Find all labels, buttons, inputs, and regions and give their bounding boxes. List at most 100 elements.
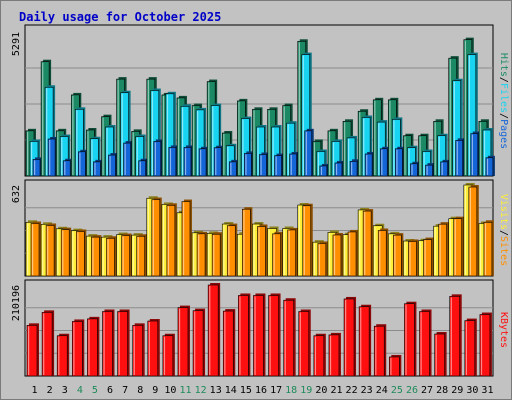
bar-sites-day-17-highlight [273,234,275,275]
bar-files-day-9-highlight [151,91,153,175]
bar-sites-day-7-highlight [122,236,124,275]
bar-kbytes-day-22 [343,298,355,377]
xtick-day-27: 27 [421,385,433,396]
bar-sites-day-12-highlight [198,234,200,275]
bar-kbytes-day-2 [41,312,53,377]
bar-kbytes-day-28 [434,333,445,377]
bar-files-day-15-highlight [242,119,244,175]
bar-kbytes-day-19 [298,311,310,377]
bar-sites-day-9-highlight [152,200,154,275]
bar-kbytes-day-15-highlight [239,296,241,375]
xtick-day-7: 7 [122,385,128,396]
bar-files-day-4-highlight [76,110,78,175]
bar-visits-day-10-highlight [162,205,165,275]
bar-sites-day-4-highlight [77,232,79,275]
bar-visits-day-22-highlight [344,235,346,275]
bar-files-day-29-highlight [453,81,455,175]
bar-kbytes-day-20 [313,335,325,377]
legends: Hits/Files/Pages Visits/Sites KBytes [498,53,509,348]
bar-files-day-6-highlight [106,128,108,175]
bar-visits-day-14-highlight [223,225,225,275]
bar-hits-day-12-highlight [193,106,195,175]
bar-sites-day-11 [181,201,191,277]
bar-sites-day-29-highlight [454,219,456,275]
bar-hits-day-13-highlight [208,82,210,175]
bar-visits-day-26-highlight [404,242,406,275]
xtick-day-12: 12 [195,385,207,396]
bar-sites-day-8 [136,235,145,277]
bar-kbytes-day-29-highlight [450,297,452,375]
bar-kbytes-day-3-highlight [58,336,60,375]
xtick-day-1: 1 [32,385,38,396]
ymax-label-visits-sites: 632 [11,185,22,203]
bar-kbytes-day-25-highlight [390,357,392,375]
bar-visits-day-24-highlight [374,226,376,275]
bar-visits-day-17-highlight [268,229,270,275]
bar-sites-day-27 [423,239,432,277]
bar-pages-day-2 [47,138,56,177]
ymax-label-hits-files-pages: 5291 [11,32,22,56]
legend-visits-sites: Visits/Sites [498,194,509,266]
bar-sites-day-14-highlight [228,226,230,275]
bar-kbytes-day-20-highlight [314,336,317,375]
bar-sites-day-29 [453,218,463,277]
bar-sites-day-23 [362,210,372,277]
bar-pages-day-21 [334,162,343,177]
bar-sites-day-2 [45,225,55,277]
xtick-day-4: 4 [77,385,83,396]
bar-kbytes-day-8-highlight [133,326,135,375]
bar-hits-day-21-highlight [328,131,331,175]
bar-pages-day-24-highlight [381,149,383,175]
bar-sites-day-22 [347,231,357,277]
bar-kbytes-day-4 [71,321,83,377]
chart-title: Daily usage for October 2025 [19,10,221,24]
bar-pages-day-7-highlight [124,144,126,175]
bar-kbytes-day-29 [449,296,461,377]
bar-kbytes-day-14-highlight [224,312,226,375]
bar-pages-day-3 [62,160,71,177]
bar-kbytes-day-15 [238,295,249,377]
xtick-day-23: 23 [361,385,373,396]
bar-hits-day-6-highlight [102,117,104,175]
bar-visits-day-27-highlight [419,241,421,275]
bar-hits-day-20-highlight [313,142,316,175]
bar-visits-day-16-highlight [253,225,255,275]
bar-kbytes-day-23-highlight [360,307,362,375]
bar-sites-day-14 [226,225,236,277]
bar-visits-day-19-highlight [298,206,300,275]
bar-hits-day-28-highlight [434,122,436,175]
bar-visits-day-7-highlight [117,235,119,275]
bar-kbytes-day-11-highlight [178,308,181,375]
bar-sites-day-21-highlight [333,235,336,275]
bar-pages-day-7 [123,142,131,177]
bar-sites-day-28-highlight [439,225,441,275]
bar-files-day-23-highlight [363,118,365,175]
bar-files-day-25-highlight [393,120,395,175]
bar-sites-day-21 [332,234,342,277]
bar-pages-day-11-highlight [184,148,187,175]
bar-visits-day-20-highlight [313,243,316,275]
bar-kbytes-day-30-highlight [465,321,468,375]
bar-visits-day-1-highlight [27,223,29,275]
bar-hits-day-19-highlight [298,42,300,175]
bar-files-day-28-highlight [438,136,440,175]
bar-kbytes-day-2-highlight [43,313,45,375]
xtick-day-10: 10 [164,385,176,396]
bar-kbytes-day-5-highlight [88,319,90,375]
bar-files-day-1-highlight [31,142,33,175]
bar-sites-day-28 [438,223,447,277]
xtick-day-11: 11 [179,385,191,396]
bar-sites-day-30 [468,186,478,277]
ymax-label-kbytes: 210196 [11,285,22,321]
bar-kbytes-day-16-highlight [254,296,256,375]
bar-sites-day-10-highlight [167,206,170,275]
bar-kbytes-day-3 [56,335,68,377]
xtick-day-9: 9 [152,385,158,396]
bar-hits-day-16-highlight [253,110,255,175]
bar-sites-day-9 [151,199,161,277]
bar-sites-day-26-highlight [409,242,411,275]
bar-pages-day-16-highlight [260,155,262,175]
bar-pages-day-29-highlight [456,141,458,175]
bar-sites-day-10 [166,205,176,277]
